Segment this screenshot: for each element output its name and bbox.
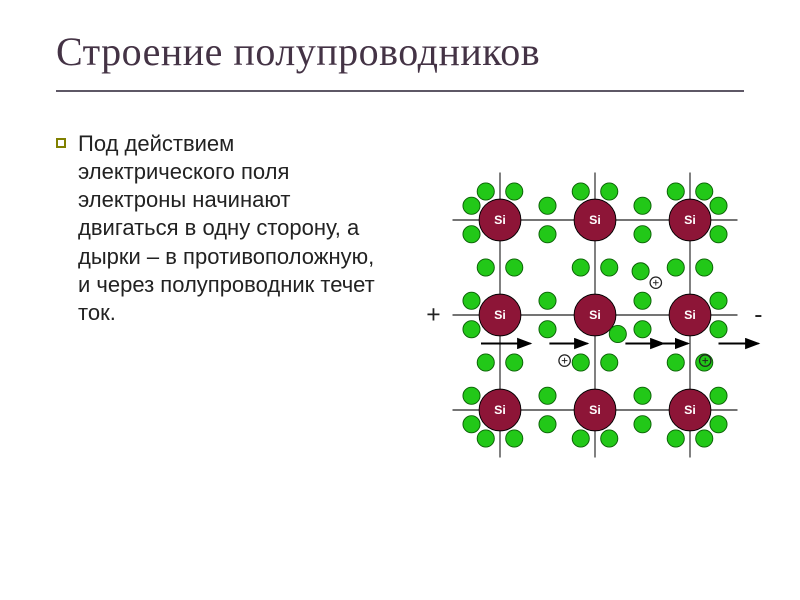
electron <box>601 354 618 371</box>
electron <box>634 197 651 214</box>
electron <box>667 354 684 371</box>
electron <box>710 226 727 243</box>
electron <box>710 416 727 433</box>
electron <box>634 226 651 243</box>
body-paragraph: Под действием электрического поля электр… <box>78 130 383 327</box>
electron <box>506 354 523 371</box>
electron <box>609 325 626 342</box>
atom-label: Si <box>589 213 601 227</box>
electron <box>634 321 651 338</box>
electron <box>696 430 713 447</box>
electron <box>539 197 556 214</box>
slide: Строение полупроводников Под действием э… <box>0 0 800 600</box>
lattice-svg: Si Si Si Si Si Si Si Si Si + - <box>405 145 785 485</box>
electron <box>477 183 494 200</box>
title-rule <box>56 90 744 92</box>
electron <box>539 226 556 243</box>
atom-label: Si <box>494 403 506 417</box>
electron <box>539 321 556 338</box>
electron <box>477 259 494 276</box>
electron <box>539 416 556 433</box>
electron <box>539 292 556 309</box>
electron <box>572 259 589 276</box>
page-title: Строение полупроводников <box>56 28 540 75</box>
electron <box>632 263 649 280</box>
electron <box>601 259 618 276</box>
atom-label: Si <box>684 308 696 322</box>
bullet-icon <box>56 138 66 148</box>
electron <box>634 387 651 404</box>
electron <box>463 197 480 214</box>
electron <box>710 321 727 338</box>
electron <box>539 387 556 404</box>
atom-label: Si <box>589 308 601 322</box>
electron <box>696 259 713 276</box>
electron <box>601 430 618 447</box>
electron <box>572 183 589 200</box>
electron <box>710 292 727 309</box>
electron <box>667 430 684 447</box>
electron <box>463 226 480 243</box>
electron <box>477 354 494 371</box>
electron <box>601 183 618 200</box>
electron <box>477 430 494 447</box>
electron <box>463 387 480 404</box>
atom-label: Si <box>589 403 601 417</box>
lattice-diagram: Si Si Si Si Si Si Si Si Si + - <box>405 145 785 485</box>
electron <box>506 430 523 447</box>
electron <box>710 197 727 214</box>
atom-label: Si <box>684 213 696 227</box>
electron <box>634 292 651 309</box>
electron <box>463 292 480 309</box>
electron <box>667 183 684 200</box>
electron <box>572 354 589 371</box>
electron <box>634 416 651 433</box>
atom-label: Si <box>494 308 506 322</box>
electron <box>463 416 480 433</box>
electron <box>710 387 727 404</box>
atom-label: Si <box>684 403 696 417</box>
electron <box>696 183 713 200</box>
sign-minus: - <box>754 302 762 329</box>
atom-label: Si <box>494 213 506 227</box>
electron <box>572 430 589 447</box>
electron <box>667 259 684 276</box>
electron <box>463 321 480 338</box>
electron <box>506 183 523 200</box>
sign-plus: + <box>426 302 440 329</box>
electron <box>506 259 523 276</box>
